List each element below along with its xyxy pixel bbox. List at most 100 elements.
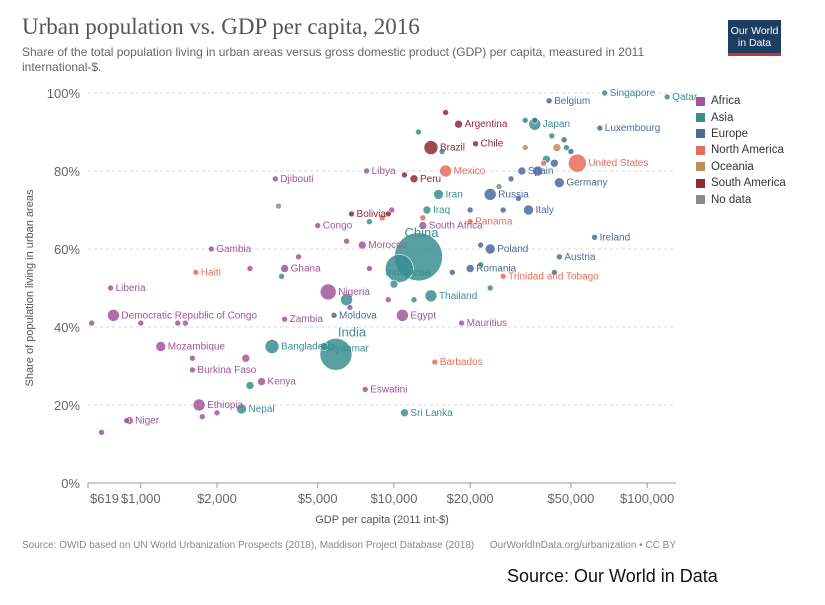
data-point[interactable] [319,342,329,351]
data-point[interactable] [499,272,507,280]
owid-logo[interactable]: Our World in Data [728,20,781,56]
data-point[interactable] [563,144,570,151]
data-point[interactable] [431,358,439,366]
data-point[interactable] [550,158,559,168]
data-point[interactable] [495,183,503,190]
data-point[interactable] [385,254,414,283]
data-point[interactable] [366,218,373,225]
legend-item[interactable]: No data [696,191,786,207]
data-point[interactable] [343,237,350,245]
data-point[interactable] [389,279,399,289]
legend-item[interactable]: Europe [696,126,786,142]
data-point[interactable] [363,167,370,175]
data-point[interactable] [246,265,254,272]
data-point[interactable] [560,136,568,144]
data-point[interactable] [466,206,474,214]
data-point[interactable] [264,339,280,354]
data-point[interactable] [484,243,496,255]
data-point[interactable] [424,289,438,303]
data-point[interactable] [155,341,167,352]
data-point[interactable] [189,366,196,374]
data-point[interactable] [499,206,507,214]
data-point[interactable] [358,240,367,250]
data-point[interactable] [236,403,247,415]
data-point[interactable] [385,296,392,304]
data-point[interactable] [568,153,587,173]
data-point[interactable] [521,117,529,124]
source-url[interactable]: OurWorldInData.org/urbanization • CC BY [489,540,677,551]
data-point[interactable] [454,119,463,129]
data-point[interactable] [319,283,337,301]
data-point[interactable] [123,417,130,424]
data-point[interactable] [532,165,544,177]
data-point[interactable] [189,354,196,362]
data-point[interactable] [192,269,200,276]
data-point[interactable] [442,109,449,116]
data-point[interactable] [523,204,534,216]
data-point[interactable] [275,202,282,210]
data-point[interactable] [465,264,475,273]
data-point[interactable] [272,175,279,183]
data-point[interactable] [419,214,427,222]
data-point[interactable] [540,159,547,167]
data-point[interactable] [531,117,539,124]
data-point[interactable] [198,413,206,421]
data-point[interactable] [596,124,604,132]
data-point[interactable] [548,132,556,140]
data-point[interactable] [241,353,251,363]
data-point[interactable] [295,253,302,261]
data-point[interactable] [278,272,285,280]
data-point[interactable] [213,409,221,417]
data-point[interactable] [410,296,418,304]
data-point[interactable] [88,319,95,327]
data-point[interactable] [98,428,105,436]
data-point[interactable] [483,188,497,201]
data-point[interactable] [423,140,439,155]
data-point[interactable] [415,128,422,136]
data-point[interactable] [409,174,419,184]
data-point[interactable] [245,381,255,390]
data-point[interactable] [438,148,446,155]
data-point[interactable] [396,308,409,322]
data-point[interactable] [107,284,114,292]
data-point[interactable] [556,253,563,261]
data-point[interactable] [551,269,558,276]
data-point[interactable] [601,89,609,97]
legend-item[interactable]: South America [696,175,786,191]
data-point[interactable] [346,304,354,311]
data-point[interactable] [472,140,479,147]
legend-item[interactable]: Africa [696,93,786,109]
data-point[interactable] [281,315,288,323]
data-point[interactable] [552,143,562,152]
data-point[interactable] [663,93,671,101]
data-point[interactable] [182,319,189,327]
data-point[interactable] [418,221,428,230]
data-point[interactable] [107,308,120,322]
data-point[interactable] [567,148,575,155]
data-point[interactable] [400,408,409,418]
data-point[interactable] [330,311,338,319]
data-point[interactable] [314,222,322,229]
data-point[interactable] [137,319,145,327]
data-point[interactable] [361,386,369,393]
data-point[interactable] [340,293,353,307]
data-point[interactable] [545,97,553,105]
legend-item[interactable]: Asia [696,109,786,125]
data-point[interactable] [348,210,355,218]
data-point[interactable] [174,319,182,327]
data-point[interactable] [401,171,408,179]
data-point[interactable] [257,377,266,386]
data-point[interactable] [477,261,484,268]
data-point[interactable] [515,195,522,202]
data-point[interactable] [208,245,215,253]
data-point[interactable] [554,177,565,188]
data-point[interactable] [517,166,527,176]
data-point[interactable] [521,144,529,151]
data-point[interactable] [448,269,456,276]
data-point[interactable] [385,210,392,218]
data-point[interactable] [192,398,206,412]
data-point[interactable] [280,264,289,273]
data-point[interactable] [458,319,465,327]
data-point[interactable] [433,189,444,200]
legend-item[interactable]: North America [696,142,786,158]
